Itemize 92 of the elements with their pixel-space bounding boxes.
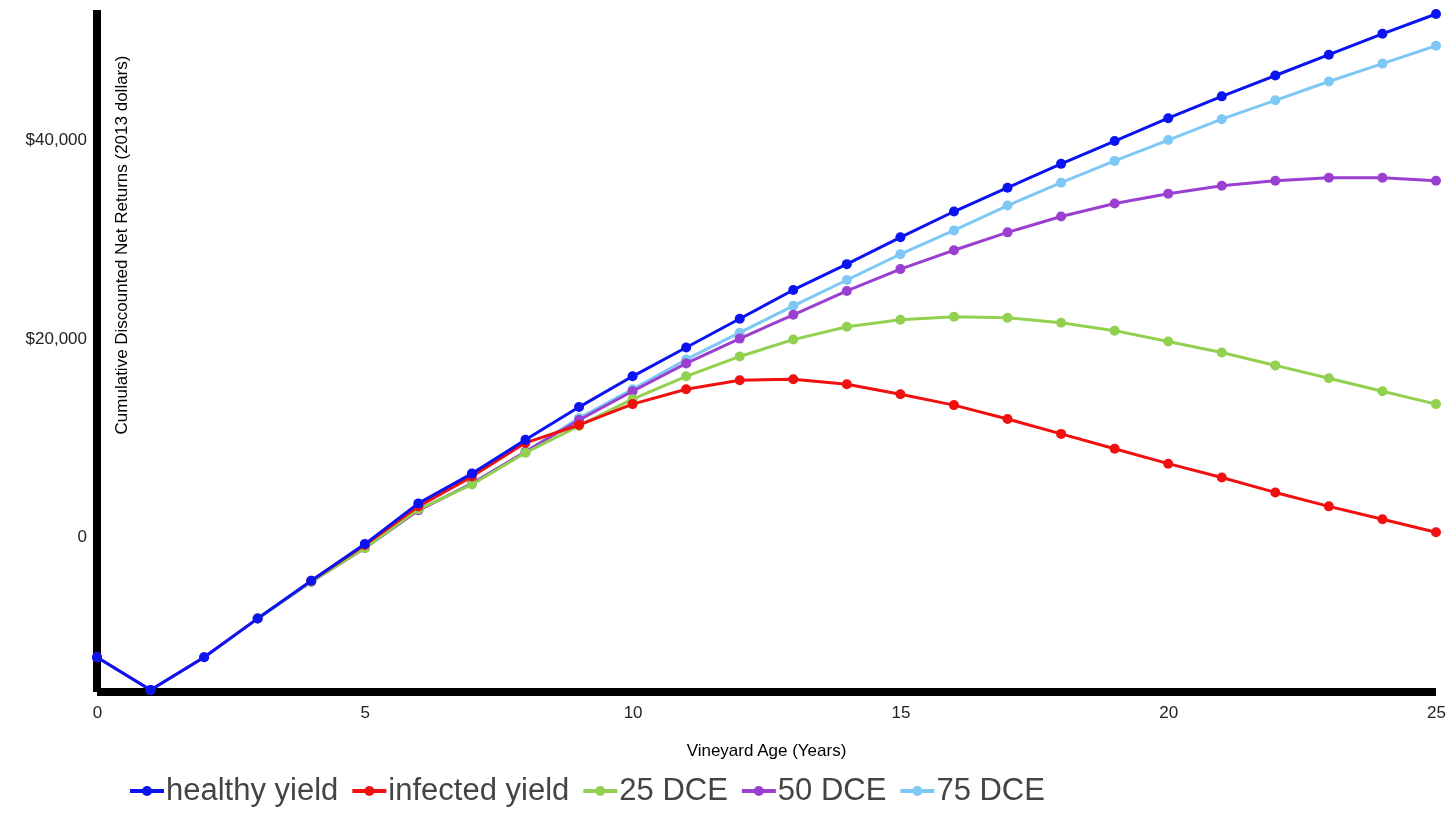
point	[1163, 113, 1174, 124]
point	[1163, 135, 1174, 146]
point	[1270, 95, 1281, 106]
point	[788, 309, 799, 320]
x-tick-label: 5	[360, 703, 371, 723]
point	[1002, 182, 1013, 193]
point	[1323, 501, 1334, 512]
point	[1002, 414, 1013, 424]
point	[948, 311, 959, 322]
point	[681, 371, 692, 382]
y-tick-label: 0	[77, 527, 87, 547]
x-tick-label: 10	[623, 703, 643, 723]
point	[1216, 347, 1227, 358]
point	[1109, 136, 1120, 147]
x-tick-label: 20	[1159, 703, 1179, 723]
legend-label: 50 DCE	[777, 772, 887, 807]
point	[1377, 172, 1388, 183]
point	[895, 389, 906, 400]
point	[788, 374, 799, 385]
point	[895, 232, 906, 243]
point	[1323, 76, 1334, 87]
point	[734, 375, 745, 386]
y-tick-label: $20,000	[25, 328, 87, 348]
y-axis-title: Cumulative Discounted Net Returns (2013 dollars)	[112, 55, 131, 435]
point	[574, 402, 585, 413]
point	[734, 333, 745, 344]
point	[734, 313, 745, 324]
point	[627, 371, 638, 382]
point	[788, 334, 799, 345]
x-tick-label: 0	[92, 703, 103, 723]
point	[895, 314, 906, 325]
point	[841, 259, 852, 270]
point	[1056, 428, 1067, 439]
point	[841, 379, 852, 390]
point	[1377, 386, 1388, 397]
point	[1216, 114, 1227, 125]
point	[1056, 317, 1067, 328]
x-tick-label: 25	[1427, 703, 1446, 723]
point	[1377, 514, 1388, 525]
point	[1109, 198, 1120, 209]
point	[895, 264, 906, 275]
point	[1163, 336, 1174, 347]
point	[1002, 200, 1013, 211]
legend-label: 25 DCE	[619, 772, 728, 807]
point	[948, 225, 959, 236]
point	[948, 206, 959, 217]
point	[1216, 472, 1227, 483]
point	[1431, 399, 1441, 410]
point	[1216, 91, 1227, 102]
point	[1002, 227, 1013, 238]
point	[734, 351, 745, 362]
point	[1216, 180, 1227, 191]
legend-label: 75 DCE	[936, 772, 1045, 807]
point	[1431, 8, 1441, 19]
point	[788, 284, 799, 295]
point	[1163, 458, 1174, 469]
point	[1056, 177, 1067, 188]
point	[1270, 70, 1281, 81]
point	[1109, 443, 1120, 454]
point	[1377, 28, 1388, 39]
legend-label: infected yield	[388, 772, 570, 807]
point	[948, 400, 959, 411]
point	[627, 399, 638, 410]
point	[681, 342, 692, 353]
point	[1056, 211, 1067, 222]
point	[1323, 172, 1334, 183]
point	[1377, 58, 1388, 69]
point	[1056, 158, 1067, 169]
point	[1323, 373, 1334, 384]
point	[1323, 49, 1334, 60]
point	[1270, 487, 1281, 498]
x-axis-title: Vineyard Age (Years)	[686, 741, 847, 760]
legend-label: healthy yield	[166, 772, 339, 807]
point	[1163, 188, 1174, 199]
point	[1431, 40, 1441, 51]
point	[1270, 175, 1281, 186]
point	[681, 358, 692, 369]
point	[681, 384, 692, 395]
point	[895, 249, 906, 260]
point	[841, 285, 852, 296]
point	[841, 275, 852, 286]
point	[1109, 155, 1120, 166]
point	[1431, 175, 1441, 186]
point	[1431, 527, 1441, 538]
point	[1270, 360, 1281, 371]
point	[948, 245, 959, 256]
y-tick-label: $40,000	[25, 129, 87, 149]
point	[788, 300, 799, 311]
point	[1109, 325, 1120, 336]
point	[841, 321, 852, 332]
x-tick-label: 15	[891, 703, 911, 723]
point	[1002, 312, 1013, 323]
